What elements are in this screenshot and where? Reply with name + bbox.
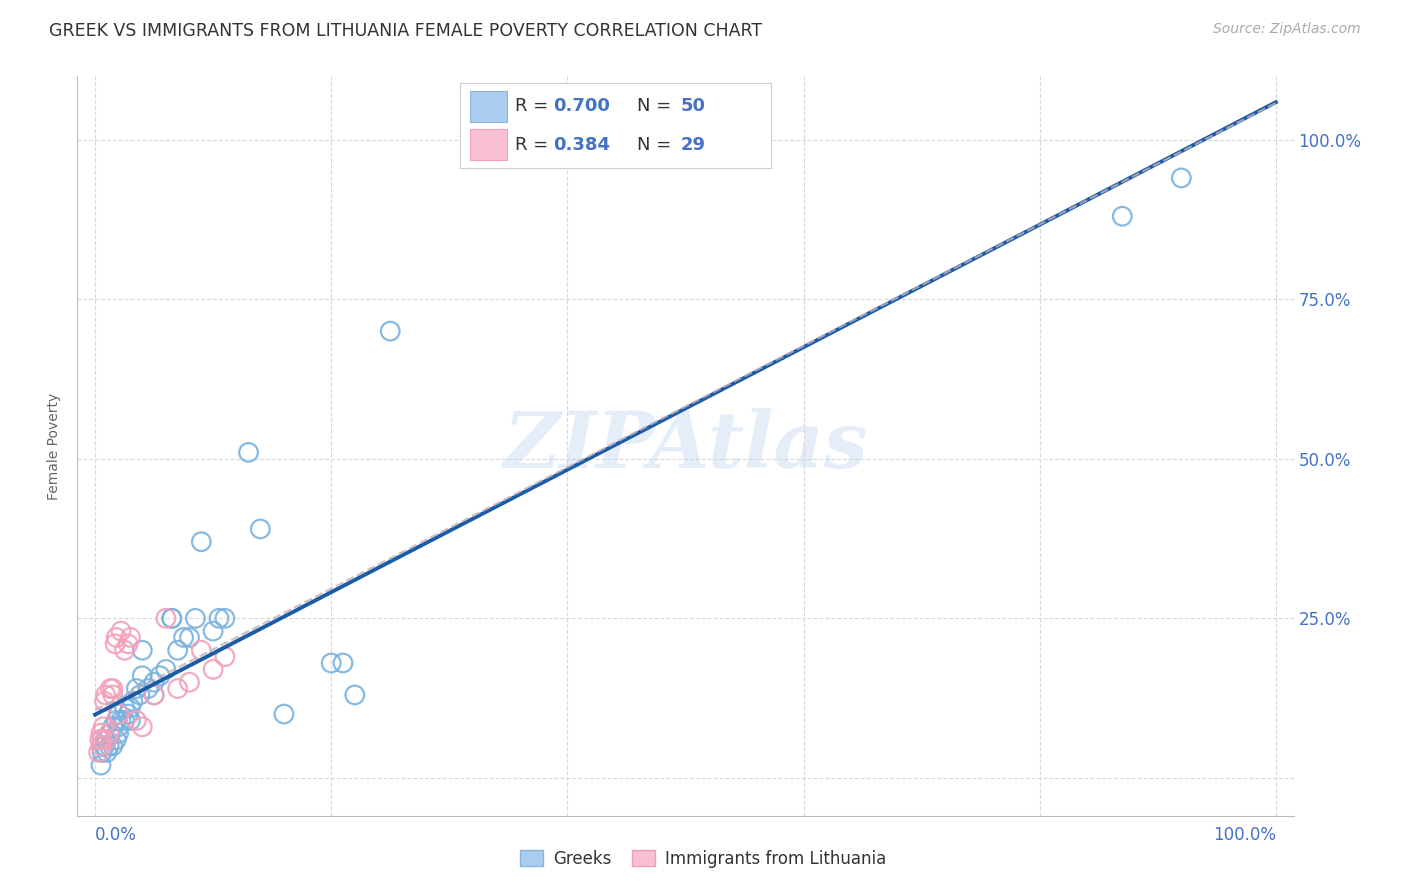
Point xyxy=(166,681,188,696)
Legend: Greeks, Immigrants from Lithuania: Greeks, Immigrants from Lithuania xyxy=(513,844,893,875)
Point xyxy=(114,714,136,728)
Point xyxy=(93,739,115,753)
Point xyxy=(87,745,110,759)
Point xyxy=(129,688,152,702)
Point xyxy=(179,631,201,645)
Point xyxy=(202,624,225,639)
Point xyxy=(380,324,402,338)
Point xyxy=(332,656,354,670)
Point xyxy=(273,707,295,722)
Point xyxy=(143,688,166,702)
Point xyxy=(107,707,129,722)
Point xyxy=(136,681,159,696)
Point xyxy=(214,611,236,625)
Point xyxy=(121,694,143,708)
Point xyxy=(125,681,148,696)
Point xyxy=(91,745,114,759)
Point xyxy=(343,688,366,702)
Text: 100.0%: 100.0% xyxy=(1213,826,1275,844)
Point xyxy=(155,662,177,676)
Point xyxy=(107,726,129,740)
Point xyxy=(93,694,115,708)
Y-axis label: Female Poverty: Female Poverty xyxy=(48,392,62,500)
Point xyxy=(107,720,129,734)
Point xyxy=(105,631,128,645)
Text: GREEK VS IMMIGRANTS FROM LITHUANIA FEMALE POVERTY CORRELATION CHART: GREEK VS IMMIGRANTS FROM LITHUANIA FEMAL… xyxy=(49,22,762,40)
Point xyxy=(94,688,117,702)
Point xyxy=(117,637,139,651)
Point xyxy=(120,714,142,728)
Point xyxy=(208,611,231,625)
Point xyxy=(98,726,121,740)
Point xyxy=(96,745,118,759)
Point xyxy=(101,739,124,753)
Point xyxy=(166,643,188,657)
Point xyxy=(238,445,260,459)
Text: ZIPAtlas: ZIPAtlas xyxy=(503,408,868,484)
Point xyxy=(131,720,153,734)
Point xyxy=(125,714,148,728)
Point xyxy=(90,726,112,740)
Point xyxy=(131,669,153,683)
Point xyxy=(90,758,112,772)
Point xyxy=(120,631,142,645)
Point xyxy=(96,732,118,747)
Point xyxy=(91,720,114,734)
Point xyxy=(149,669,172,683)
Point xyxy=(184,611,207,625)
Point xyxy=(89,732,111,747)
Point xyxy=(90,739,112,753)
Point xyxy=(202,662,225,676)
Point xyxy=(91,732,114,747)
Point xyxy=(105,714,128,728)
Point xyxy=(173,631,195,645)
Point xyxy=(100,681,122,696)
Point xyxy=(107,707,129,722)
Point xyxy=(143,675,166,690)
Point xyxy=(117,707,139,722)
Point xyxy=(110,624,132,639)
Point xyxy=(100,726,122,740)
Point xyxy=(190,534,212,549)
Point xyxy=(143,688,166,702)
Point xyxy=(114,700,136,714)
Point xyxy=(96,732,118,747)
Point xyxy=(131,643,153,657)
Point xyxy=(214,649,236,664)
Point xyxy=(321,656,343,670)
Point xyxy=(104,637,127,651)
Point xyxy=(160,611,183,625)
Point xyxy=(98,739,121,753)
Point xyxy=(114,643,136,657)
Text: 0.0%: 0.0% xyxy=(96,826,136,844)
Text: Source: ZipAtlas.com: Source: ZipAtlas.com xyxy=(1213,22,1361,37)
Point xyxy=(101,688,124,702)
Point xyxy=(105,732,128,747)
Point xyxy=(94,732,117,747)
Point xyxy=(155,611,177,625)
Point xyxy=(101,720,124,734)
Point xyxy=(101,681,124,696)
Point xyxy=(1111,209,1133,223)
Point xyxy=(1170,170,1192,185)
Point xyxy=(249,522,271,536)
Point xyxy=(179,675,201,690)
Point xyxy=(110,714,132,728)
Point xyxy=(190,643,212,657)
Point xyxy=(120,700,142,714)
Point xyxy=(160,611,183,625)
